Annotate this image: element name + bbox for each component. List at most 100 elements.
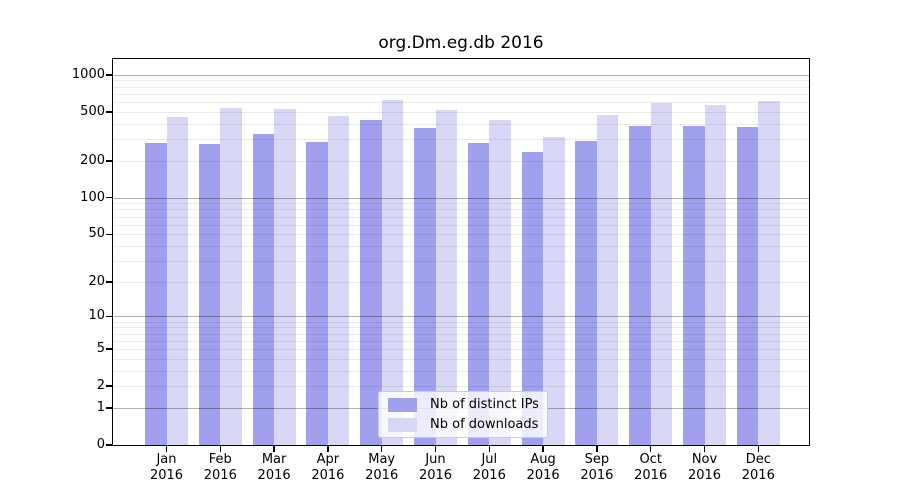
gridline-minor	[113, 245, 809, 247]
bar-distinct-ips	[306, 141, 328, 445]
bar-downloads	[543, 136, 565, 445]
y-tick-label: 200	[80, 152, 105, 168]
gridline-minor	[113, 139, 809, 141]
x-tick-mark	[380, 446, 383, 452]
x-tick-label: Sep 2016	[580, 452, 614, 483]
legend-label-distinct-ips: Nb of distinct IPs	[430, 397, 539, 412]
bar-distinct-ips	[736, 126, 759, 445]
gridline-minor	[113, 327, 809, 329]
x-tick-mark	[649, 446, 652, 452]
x-tick-label: Jun 2016	[418, 452, 453, 483]
bar-distinct-ips	[252, 133, 275, 445]
x-tick-label: Apr 2016	[311, 452, 345, 483]
bar-distinct-ips	[629, 125, 651, 445]
y-tick-mark	[106, 233, 113, 236]
bar-downloads	[381, 99, 404, 445]
y-tick-label: 20	[88, 273, 105, 289]
y-tick-mark	[106, 111, 113, 113]
y-tick-label: 100	[80, 189, 105, 205]
gridline-minor	[113, 111, 809, 113]
x-tick-label: Jan 2016	[149, 452, 184, 483]
gridline-minor	[113, 234, 809, 236]
y-tick-label: 1000	[71, 66, 105, 82]
x-tick-label: Aug 2016	[526, 452, 560, 483]
gridline-minor	[113, 160, 809, 162]
bar-distinct-ips	[145, 142, 167, 445]
gridline-minor	[113, 386, 809, 388]
x-tick-mark	[596, 446, 598, 452]
y-tick-label: 10	[88, 308, 105, 324]
y-tick-mark	[106, 74, 113, 76]
bar-downloads	[489, 119, 511, 445]
x-tick-label: Mar 2016	[257, 452, 291, 483]
bar-downloads	[650, 102, 673, 445]
plot-area: Nb of distinct IPs Nb of downloads	[113, 59, 809, 445]
gridline-major	[113, 316, 809, 318]
gridline-minor	[113, 333, 809, 335]
y-tick-label: 5	[96, 340, 105, 356]
bar-distinct-ips	[683, 125, 705, 445]
bar-downloads	[435, 109, 457, 445]
x-tick-label: Jul 2016	[472, 452, 506, 483]
x-tick-label: Oct 2016	[634, 452, 668, 483]
x-tick-label: Dec 2016	[741, 452, 775, 483]
chart-title: org.Dm.eg.db 2016	[378, 33, 544, 53]
y-tick-mark	[106, 444, 113, 446]
bar-distinct-ips	[467, 143, 490, 445]
x-tick-label: May 2016	[365, 452, 399, 483]
bars-layer	[113, 59, 809, 445]
y-tick-mark	[106, 315, 113, 318]
gridline-minor	[113, 358, 809, 360]
x-tick-mark	[273, 446, 275, 452]
gridline-minor	[113, 203, 809, 205]
legend-label-downloads: Nb of downloads	[430, 417, 539, 432]
gridline-minor	[113, 348, 809, 350]
bar-downloads	[327, 115, 350, 445]
bar-distinct-ips	[575, 140, 597, 445]
gridline-minor	[113, 370, 809, 372]
gridline-minor	[113, 281, 809, 283]
gridline-minor	[113, 209, 809, 211]
bar-distinct-ips	[360, 120, 382, 445]
gridline-minor	[113, 216, 809, 218]
gridline-minor	[113, 102, 809, 104]
x-tick-label: Feb 2016	[203, 452, 237, 483]
gridline-major	[113, 197, 809, 199]
y-tick-label: 2	[96, 378, 105, 394]
gridline-minor	[113, 321, 809, 323]
x-tick-mark	[757, 446, 760, 452]
y-tick-mark	[106, 348, 113, 350]
bar-downloads	[704, 104, 726, 445]
legend-item-downloads: Nb of downloads	[379, 416, 547, 433]
x-tick-mark	[327, 446, 329, 452]
legend-swatch-distinct-ips	[388, 397, 417, 412]
bar-downloads	[220, 108, 242, 445]
x-tick-mark	[165, 446, 168, 452]
bar-distinct-ips	[521, 151, 544, 445]
bar-downloads	[596, 114, 619, 445]
gridline-minor	[113, 340, 809, 342]
x-tick-mark	[542, 446, 544, 452]
gridline-minor	[113, 224, 809, 226]
gridline-minor	[113, 93, 809, 95]
x-tick-mark	[703, 446, 706, 452]
y-tick-label: 1	[96, 399, 105, 415]
x-tick-mark	[434, 446, 437, 452]
gridline-minor	[113, 123, 809, 125]
bar-distinct-ips	[198, 143, 221, 445]
bar-downloads	[758, 100, 780, 445]
legend-swatch-downloads	[388, 417, 417, 432]
grid-layer	[113, 59, 809, 445]
x-tick-mark	[219, 446, 222, 452]
x-tick-label: Nov 2016	[687, 452, 722, 483]
gridline-major	[113, 74, 809, 76]
legend: Nb of distinct IPs Nb of downloads	[378, 391, 548, 438]
y-tick-mark	[106, 385, 113, 387]
x-tick-mark	[488, 446, 491, 452]
gridline-minor	[113, 80, 809, 82]
bar-distinct-ips	[414, 128, 436, 445]
y-tick-label: 50	[88, 226, 105, 242]
y-tick-mark	[106, 160, 113, 162]
legend-item-distinct-ips: Nb of distinct IPs	[379, 396, 547, 413]
